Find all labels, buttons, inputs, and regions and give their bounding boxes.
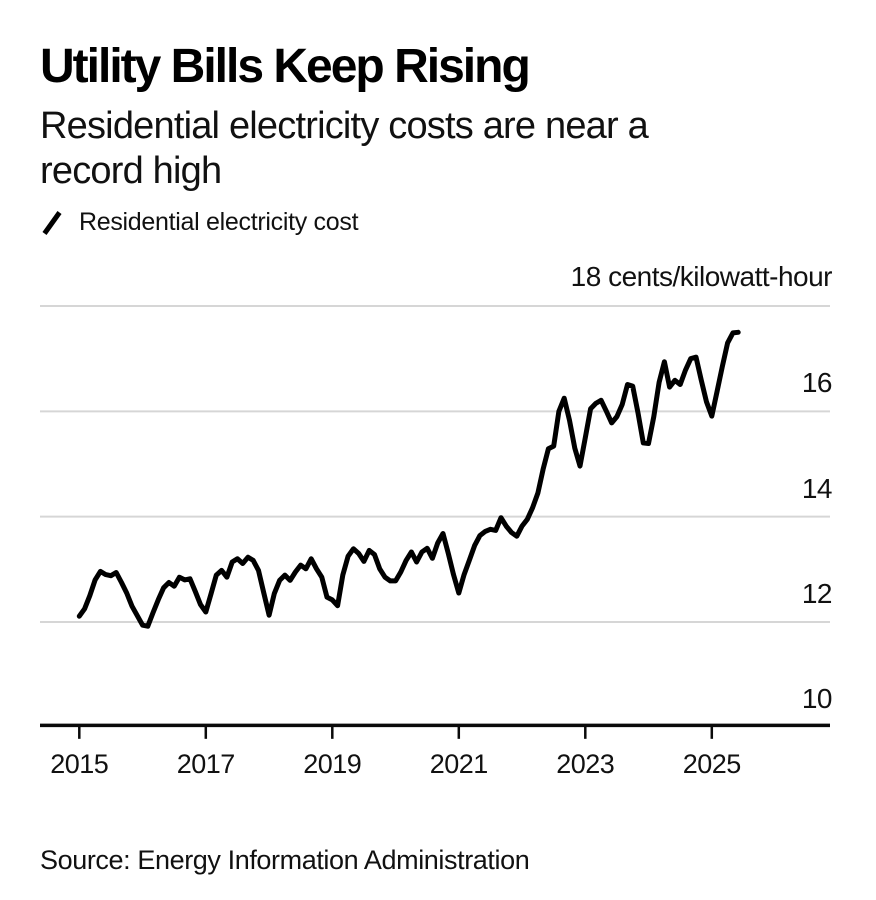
x-axis-label-2021: 2021 <box>429 749 489 779</box>
chart-title: Utility Bills Keep Rising <box>40 40 531 93</box>
x-axis-label-2019: 2019 <box>303 749 362 779</box>
legend: Residential electricity cost <box>42 208 359 237</box>
y-axis-label-12: 12 <box>801 578 833 609</box>
y-axis-label-14: 14 <box>801 472 833 504</box>
series-line-residential-electricity-cost <box>76 329 741 629</box>
y-axis-label-10: 10 <box>801 683 833 715</box>
legend-label: Residential electricity cost <box>79 208 359 236</box>
chart-subtitle: Residential electricity costs are near a… <box>40 105 649 192</box>
x-axis-label-2025: 2025 <box>682 749 742 779</box>
x-axis-label-2023: 2023 <box>556 749 615 779</box>
x-axis-label-2015: 2015 <box>50 749 109 779</box>
x-axis-label-2017: 2017 <box>176 749 236 779</box>
line-series-key-icon <box>42 210 62 235</box>
y-axis-label-16: 16 <box>801 367 833 399</box>
y-axis-unit-label: 18 cents/kilowatt-hour <box>570 261 833 292</box>
source-note: Source: Energy Information Administratio… <box>40 845 530 875</box>
